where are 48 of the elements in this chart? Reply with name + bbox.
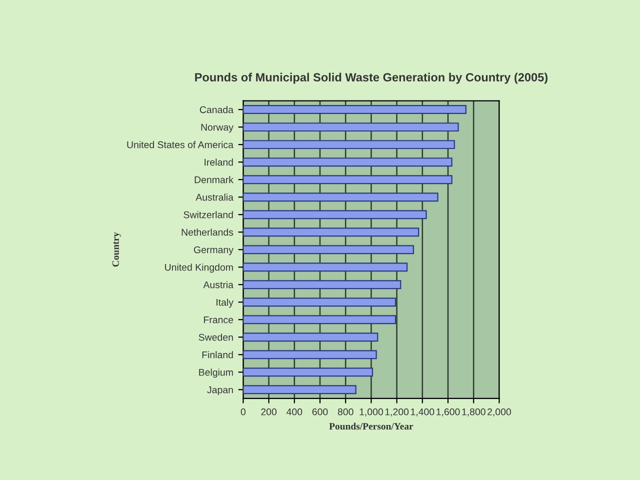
bar <box>243 385 356 394</box>
y-axis-title: Country <box>112 232 121 267</box>
y-tick-label: Norway <box>201 124 234 133</box>
bar <box>243 228 420 237</box>
x-tick-label: 1,800 <box>462 408 486 416</box>
y-tick-label: Sweden <box>198 334 233 341</box>
y-tick-label: Belgium <box>199 368 233 378</box>
y-tick-label: Netherlands <box>182 228 234 236</box>
bar <box>243 140 455 150</box>
y-tick-label: Finland <box>202 351 233 358</box>
x-tick-label: 600 <box>312 408 328 416</box>
bar <box>243 105 466 114</box>
bar <box>243 332 378 342</box>
y-tick-label: United States of America <box>127 141 234 148</box>
x-tick-label: 800 <box>338 408 354 416</box>
x-tick-label: 200 <box>261 408 277 416</box>
y-tick-label: Switzerland <box>184 211 233 218</box>
x-tick-label: 400 <box>286 408 302 416</box>
bar <box>243 192 438 202</box>
bar <box>243 368 374 377</box>
y-tick-label: United Kingdom <box>165 264 233 273</box>
x-tick-label: 1,000 <box>360 408 383 416</box>
bar <box>243 315 396 324</box>
y-tick-label: Italy <box>216 298 234 308</box>
x-tick-label: 1,200 <box>385 408 409 416</box>
x-tick-label: 1,400 <box>410 408 434 416</box>
x-axis-title: Pounds/Person/Year <box>329 422 414 430</box>
y-tick-label: Canada <box>200 106 234 114</box>
chart-title: Pounds of Municipal Solid Waste Generation by Country (2005) <box>195 72 548 84</box>
x-tick-label: 2,000 <box>488 408 511 416</box>
bar <box>243 122 459 132</box>
y-tick-label: Germany <box>194 246 234 256</box>
bar <box>243 280 402 290</box>
y-tick-label: Australia <box>196 194 234 201</box>
bar <box>243 262 408 272</box>
y-tick-label: Ireland <box>204 158 233 166</box>
y-tick-label: France <box>204 316 234 324</box>
y-tick-label: Denmark <box>194 176 234 184</box>
bar <box>243 210 427 220</box>
y-tick-label: Austria <box>203 281 234 288</box>
bar <box>243 175 452 184</box>
x-tick-label: 1,600 <box>436 408 460 416</box>
bar <box>243 298 396 307</box>
bar <box>243 245 414 254</box>
x-tick-label: 0 <box>240 408 246 416</box>
bar <box>243 350 377 360</box>
y-tick-label: Japan <box>207 386 233 396</box>
bar <box>243 158 452 167</box>
